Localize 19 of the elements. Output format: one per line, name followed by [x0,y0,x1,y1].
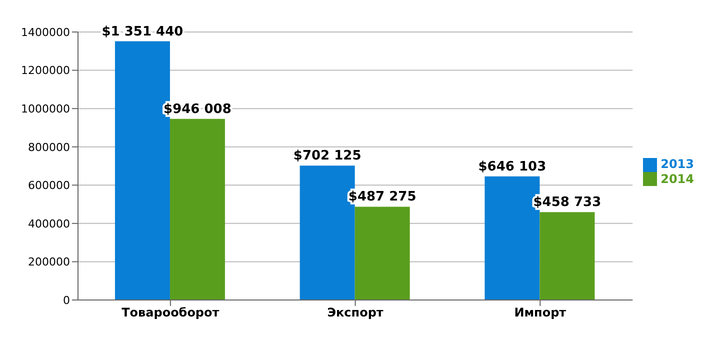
data-label: $646 103 [478,159,546,174]
y-tick-label: 0 [63,294,70,307]
data-label: $702 125 [293,148,362,164]
data-label: $1 351 440 [102,24,184,40]
y-tick-label: 1400000 [21,26,70,39]
x-tick-label: Товарооборот [122,306,220,320]
legend-label: 2013 [660,156,694,171]
x-tick-label: Импорт [514,306,566,320]
y-tick-label: 600000 [28,179,70,192]
legend-label: 2014 [660,172,694,186]
bar [540,212,595,300]
y-tick-label: 400000 [28,217,70,230]
y-tick-label: 1000000 [21,102,70,116]
x-tick-label: Экспорт [327,306,384,320]
y-tick-label: 200000 [28,256,70,269]
bar [170,118,225,300]
bar [354,206,410,300]
y-tick-label: 1200000 [21,64,70,78]
y-tick-label: 800000 [28,140,70,154]
